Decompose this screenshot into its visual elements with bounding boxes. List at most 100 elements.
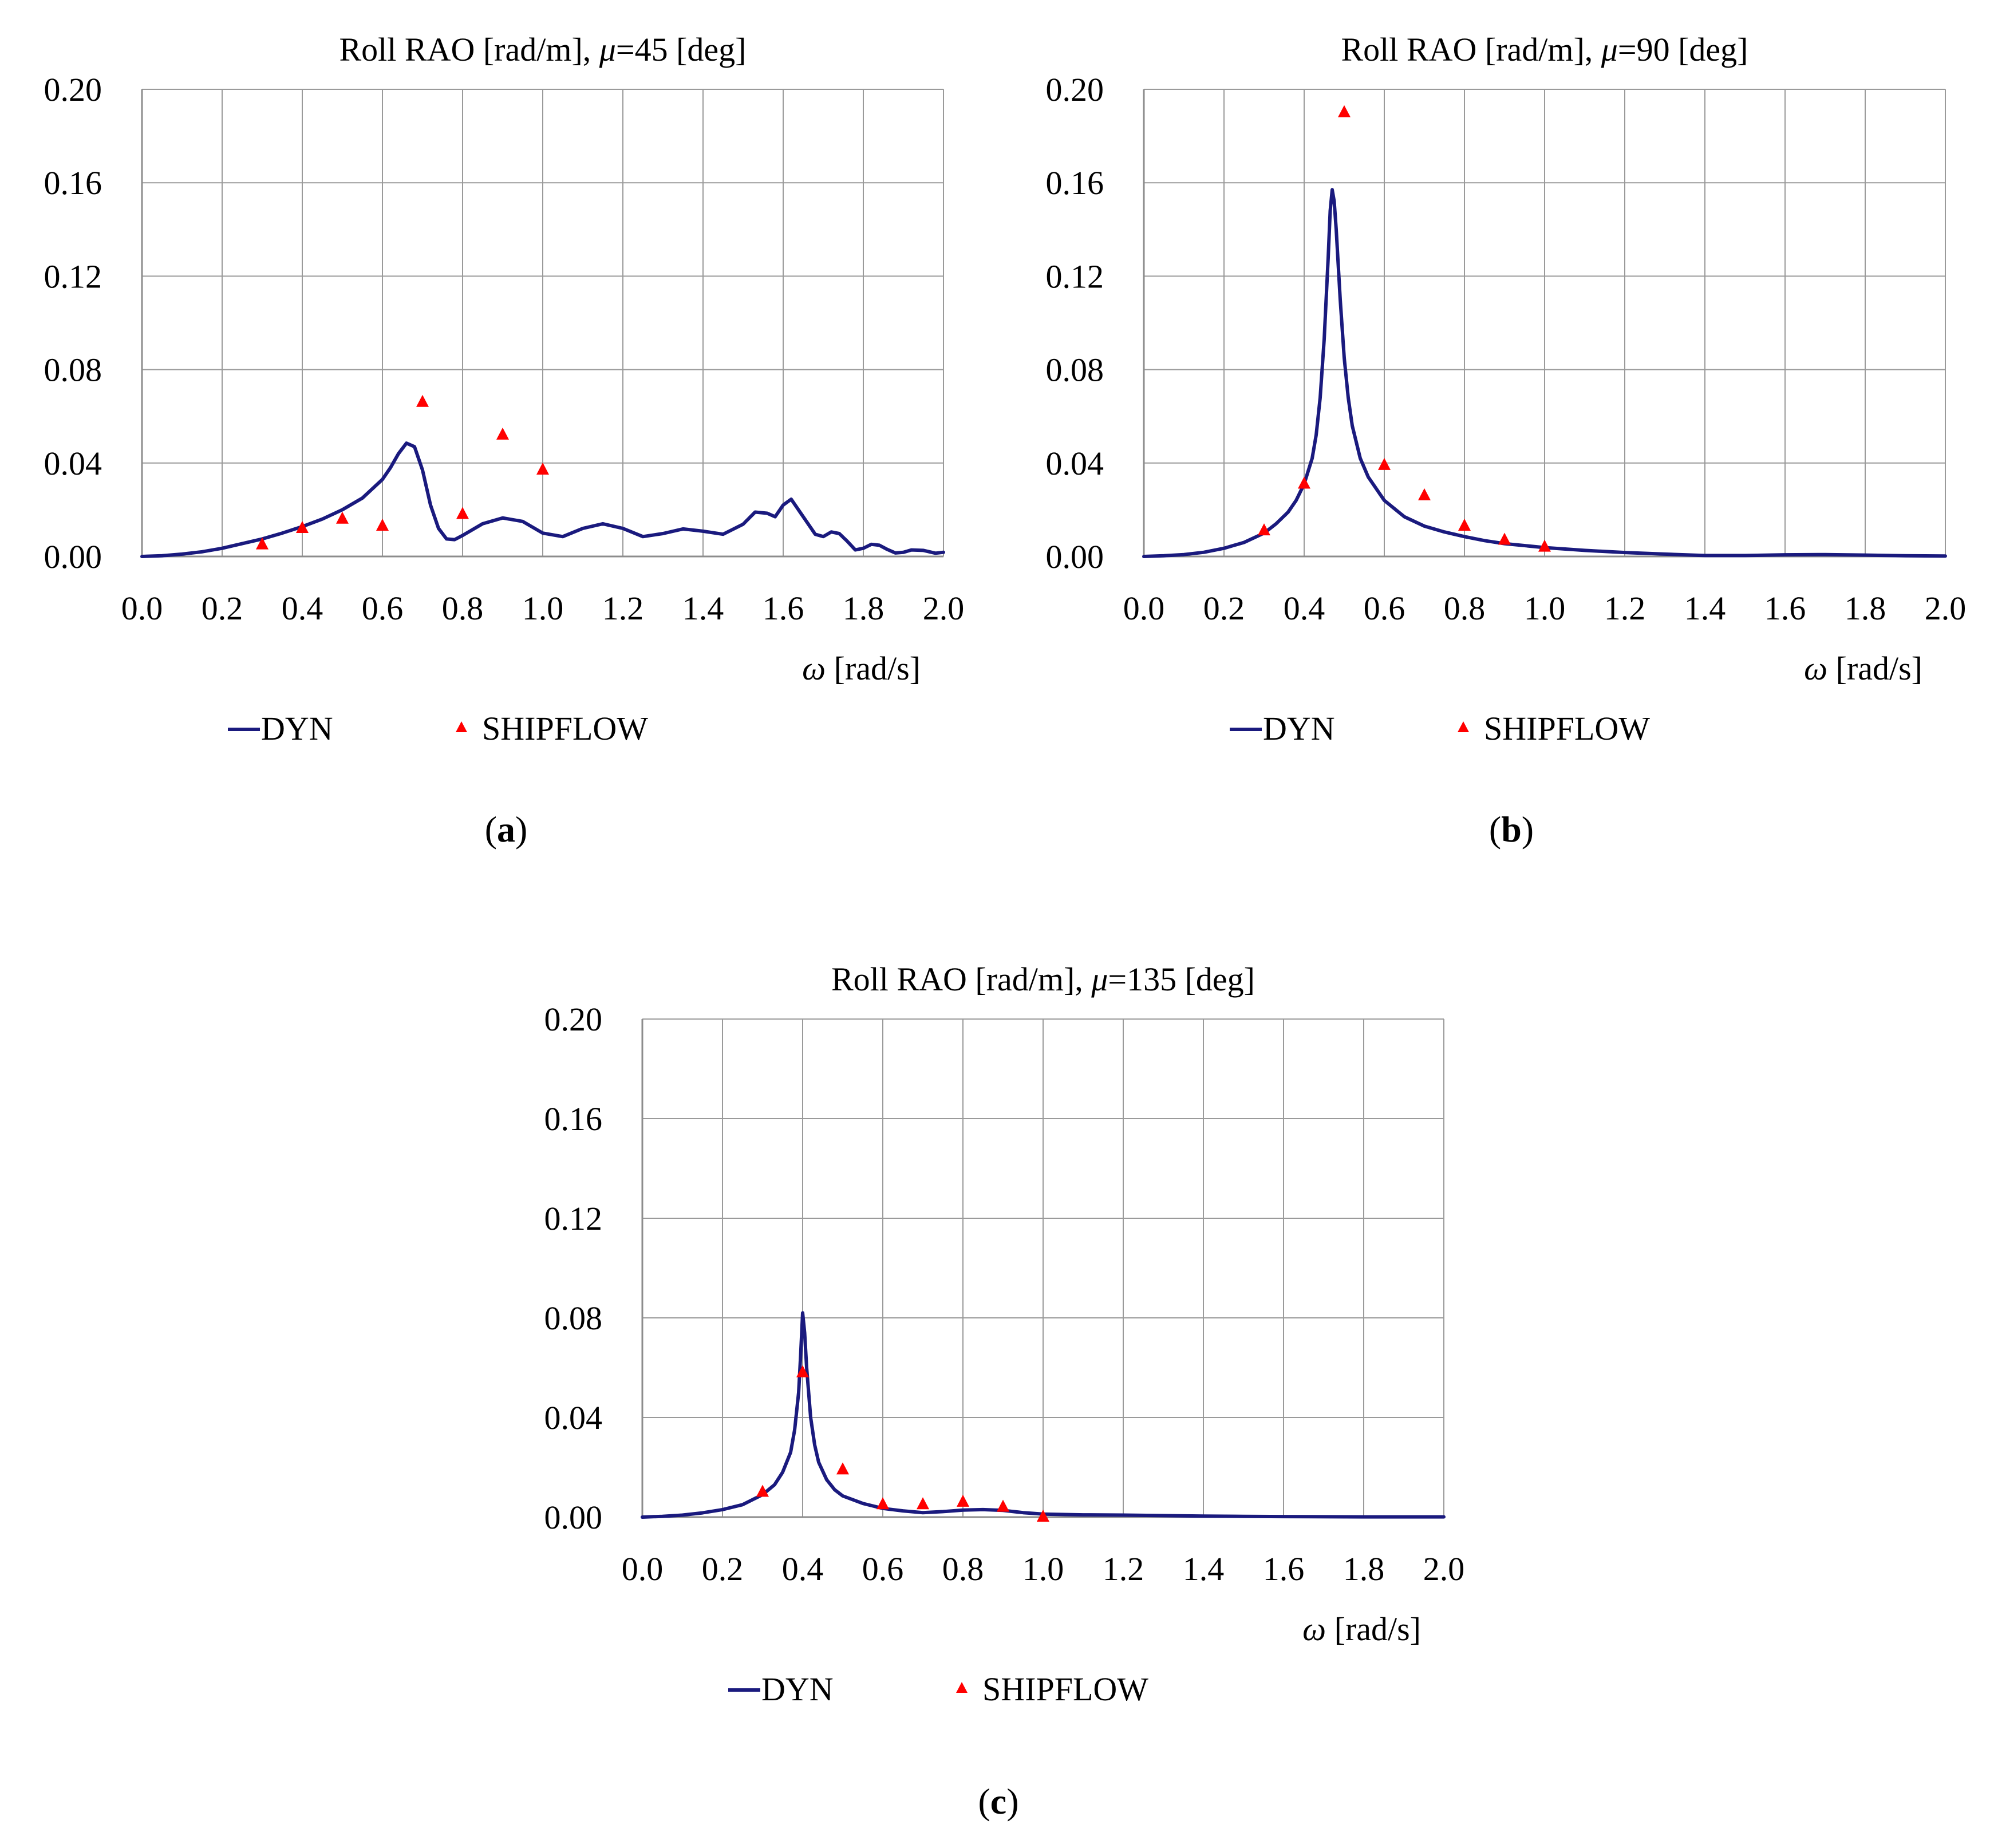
xlabel-post: [rad/s] — [1326, 1610, 1421, 1648]
shipflow-point — [1418, 488, 1431, 500]
y-tick-label: 0.00 — [544, 1499, 603, 1536]
y-tick-label: 0.04 — [544, 1399, 603, 1436]
caption-a-letter: a — [497, 809, 515, 850]
y-tick-label: 0.08 — [1046, 352, 1104, 389]
shipflow-point — [296, 521, 309, 534]
x-tick-label: 2.0 — [923, 590, 965, 627]
x-tick-label: 1.0 — [1022, 1550, 1064, 1588]
caption-b-close: ) — [1521, 809, 1534, 850]
title-symbol: μ — [1601, 31, 1618, 68]
shipflow-point — [376, 518, 389, 531]
x-axis-label: ω [rad/s] — [1302, 1610, 1421, 1648]
x-tick-label: 0.4 — [282, 590, 323, 627]
x-tick-label: 0.8 — [942, 1550, 984, 1588]
shipflow-point — [957, 1494, 969, 1507]
title-pre: Roll RAO [rad/m], — [339, 31, 599, 68]
x-tick-label: 0.0 — [622, 1550, 664, 1588]
x-tick-label: 2.0 — [1925, 590, 1967, 627]
y-tick-label: 0.00 — [1046, 538, 1104, 575]
legend-shipflow-label: SHIPFLOW — [1484, 710, 1650, 747]
legend-shipflow-marker — [456, 721, 467, 732]
xlabel-post: [rad/s] — [1827, 650, 1922, 687]
legend-shipflow-marker — [956, 1682, 968, 1693]
x-tick-label: 0.2 — [1203, 590, 1245, 627]
y-tick-label: 0.20 — [44, 71, 102, 108]
y-tick-label: 0.12 — [44, 258, 102, 295]
x-tick-label: 0.4 — [782, 1550, 824, 1588]
y-tick-label: 0.20 — [544, 1001, 603, 1038]
x-tick-label: 0.2 — [202, 590, 243, 627]
xlabel-symbol: ω — [1302, 1610, 1326, 1648]
legend-dyn-label: DYN — [761, 1671, 834, 1708]
dyn-series-line — [641, 1311, 1446, 1519]
x-tick-label: 1.8 — [843, 590, 885, 627]
caption-a-open: ( — [484, 809, 497, 850]
x-tick-label: 1.2 — [1103, 1550, 1144, 1588]
y-tick-label: 0.08 — [44, 352, 102, 389]
x-tick-label: 2.0 — [1423, 1550, 1465, 1588]
shipflow-point — [536, 463, 549, 475]
caption-b-open: ( — [1488, 809, 1502, 850]
shipflow-point — [796, 1365, 809, 1377]
y-tick-label: 0.16 — [544, 1100, 603, 1138]
shipflow-point — [1298, 476, 1310, 489]
legend-dyn-label: DYN — [1263, 710, 1335, 747]
y-tick-label: 0.12 — [544, 1200, 603, 1237]
shipflow-point — [756, 1484, 769, 1497]
x-tick-label: 1.6 — [1764, 590, 1806, 627]
shipflow-point — [1378, 457, 1391, 470]
x-tick-label: 1.6 — [763, 590, 804, 627]
caption-a-close: ) — [515, 809, 528, 850]
y-tick-label: 0.16 — [44, 164, 102, 202]
title-post: =135 [deg] — [1108, 961, 1255, 998]
y-tick-label: 0.04 — [1046, 445, 1104, 482]
legend-shipflow-label: SHIPFLOW — [482, 710, 648, 747]
chart-title: Roll RAO [rad/m], μ=135 [deg] — [831, 961, 1255, 998]
dyn-series-line — [1142, 188, 1947, 558]
shipflow-point — [836, 1462, 849, 1475]
caption-c-open: ( — [978, 1781, 990, 1822]
y-tick-label: 0.20 — [1046, 71, 1104, 108]
caption-b: (b) — [1454, 808, 1569, 851]
legend-shipflow-label: SHIPFLOW — [982, 1671, 1148, 1708]
x-tick-label: 1.0 — [1524, 590, 1566, 627]
x-tick-label: 1.8 — [1343, 1550, 1385, 1588]
title-symbol: μ — [599, 31, 616, 68]
shipflow-point — [496, 427, 509, 440]
x-tick-label: 1.2 — [602, 590, 644, 627]
shipflow-point — [876, 1497, 889, 1510]
x-tick-label: 1.4 — [682, 590, 724, 627]
shipflow-point — [1338, 105, 1351, 117]
x-tick-label: 1.6 — [1263, 1550, 1305, 1588]
xlabel-symbol: ω — [802, 650, 826, 687]
dyn-series-line — [140, 441, 945, 558]
shipflow-point — [256, 537, 269, 550]
caption-c: (c) — [941, 1780, 1056, 1823]
title-pre: Roll RAO [rad/m], — [1341, 31, 1601, 68]
title-post: =45 [deg] — [616, 31, 747, 68]
x-tick-label: 0.0 — [121, 590, 163, 627]
chart-title: Roll RAO [rad/m], μ=90 [deg] — [1341, 31, 1748, 68]
title-symbol: μ — [1091, 961, 1108, 998]
shipflow-point — [997, 1499, 1009, 1512]
x-tick-label: 1.8 — [1845, 590, 1886, 627]
shipflow-point — [1498, 532, 1511, 545]
chart-title: Roll RAO [rad/m], μ=45 [deg] — [339, 31, 746, 68]
shipflow-point — [1538, 539, 1551, 552]
shipflow-point — [917, 1497, 929, 1510]
caption-c-close: ) — [1006, 1781, 1019, 1822]
legend-shipflow-marker — [1458, 721, 1469, 732]
y-tick-label: 0.12 — [1046, 258, 1104, 295]
x-tick-label: 1.4 — [1183, 1550, 1225, 1588]
x-tick-label: 1.0 — [522, 590, 564, 627]
shipflow-point — [1458, 518, 1471, 531]
x-tick-label: 0.6 — [362, 590, 404, 627]
caption-a: (a) — [449, 808, 563, 851]
xlabel-post: [rad/s] — [826, 650, 921, 687]
x-axis-label: ω [rad/s] — [802, 650, 921, 687]
y-tick-label: 0.00 — [44, 538, 102, 575]
